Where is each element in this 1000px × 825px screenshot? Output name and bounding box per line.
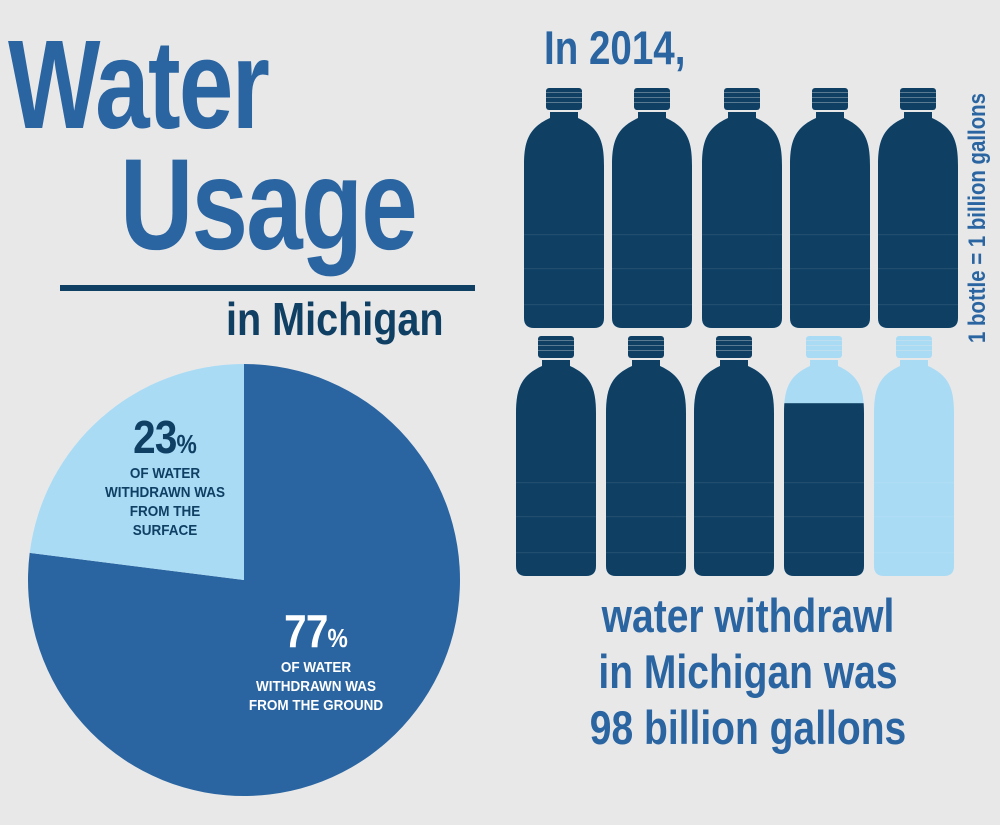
surface-percent-description: OF WATER WITHDRAWN WAS FROM THE SURFACE [104,465,225,539]
bottle-fill [606,360,686,576]
pie-label-surface: 23% OF WATER WITHDRAWN WAS FROM THE SURF… [95,410,235,540]
bottle-fill [784,403,864,576]
title-usage: Usage [120,132,418,278]
bottle-4 [790,88,870,328]
bottle-cap [538,336,574,358]
subtitle: in Michigan [226,293,444,345]
bottle-fill [878,112,958,328]
ground-percent-sign: % [327,623,348,653]
bottle-8 [694,336,774,576]
bottle-cap [896,336,932,358]
bottle-cap [634,88,670,110]
ground-percent-value: 77 [284,605,328,657]
title-water: Water [8,14,270,156]
bottle-fill [524,112,604,328]
bottle-cap [724,88,760,110]
bottle-5 [878,88,958,328]
bottle-cap [812,88,848,110]
pie-label-ground: 77% OF WATER WITHDRAWN WAS FROM THE GROU… [228,604,404,715]
bottle-6 [516,336,596,576]
year-label: In 2014, [544,21,686,74]
title-divider [60,285,475,291]
bottle-10 [874,336,954,576]
bottle-9 [784,336,864,576]
bottle-fill [516,360,596,576]
bottle-cap [806,336,842,358]
bottle-7 [606,336,686,576]
bottle-3 [702,88,782,328]
bottle-cap [628,336,664,358]
bottle-1 [524,88,604,328]
bottle-fill [612,112,692,328]
bottle-cap [900,88,936,110]
bottle-fill [790,112,870,328]
bottle-fill [702,112,782,328]
bottle-cap [716,336,752,358]
pie-slice-surface [29,364,245,580]
surface-percent-value: 23 [133,411,177,463]
bottle-2 [612,88,692,328]
conclusion-text: water withdrawl in Michigan was 98 billi… [589,589,907,754]
surface-percent-sign: % [176,429,197,459]
bottle-fill [694,360,774,576]
ground-percent-description: OF WATER WITHDRAWN WAS FROM THE GROUND [248,659,384,714]
bottle-cap [546,88,582,110]
bottle-body [874,360,954,576]
